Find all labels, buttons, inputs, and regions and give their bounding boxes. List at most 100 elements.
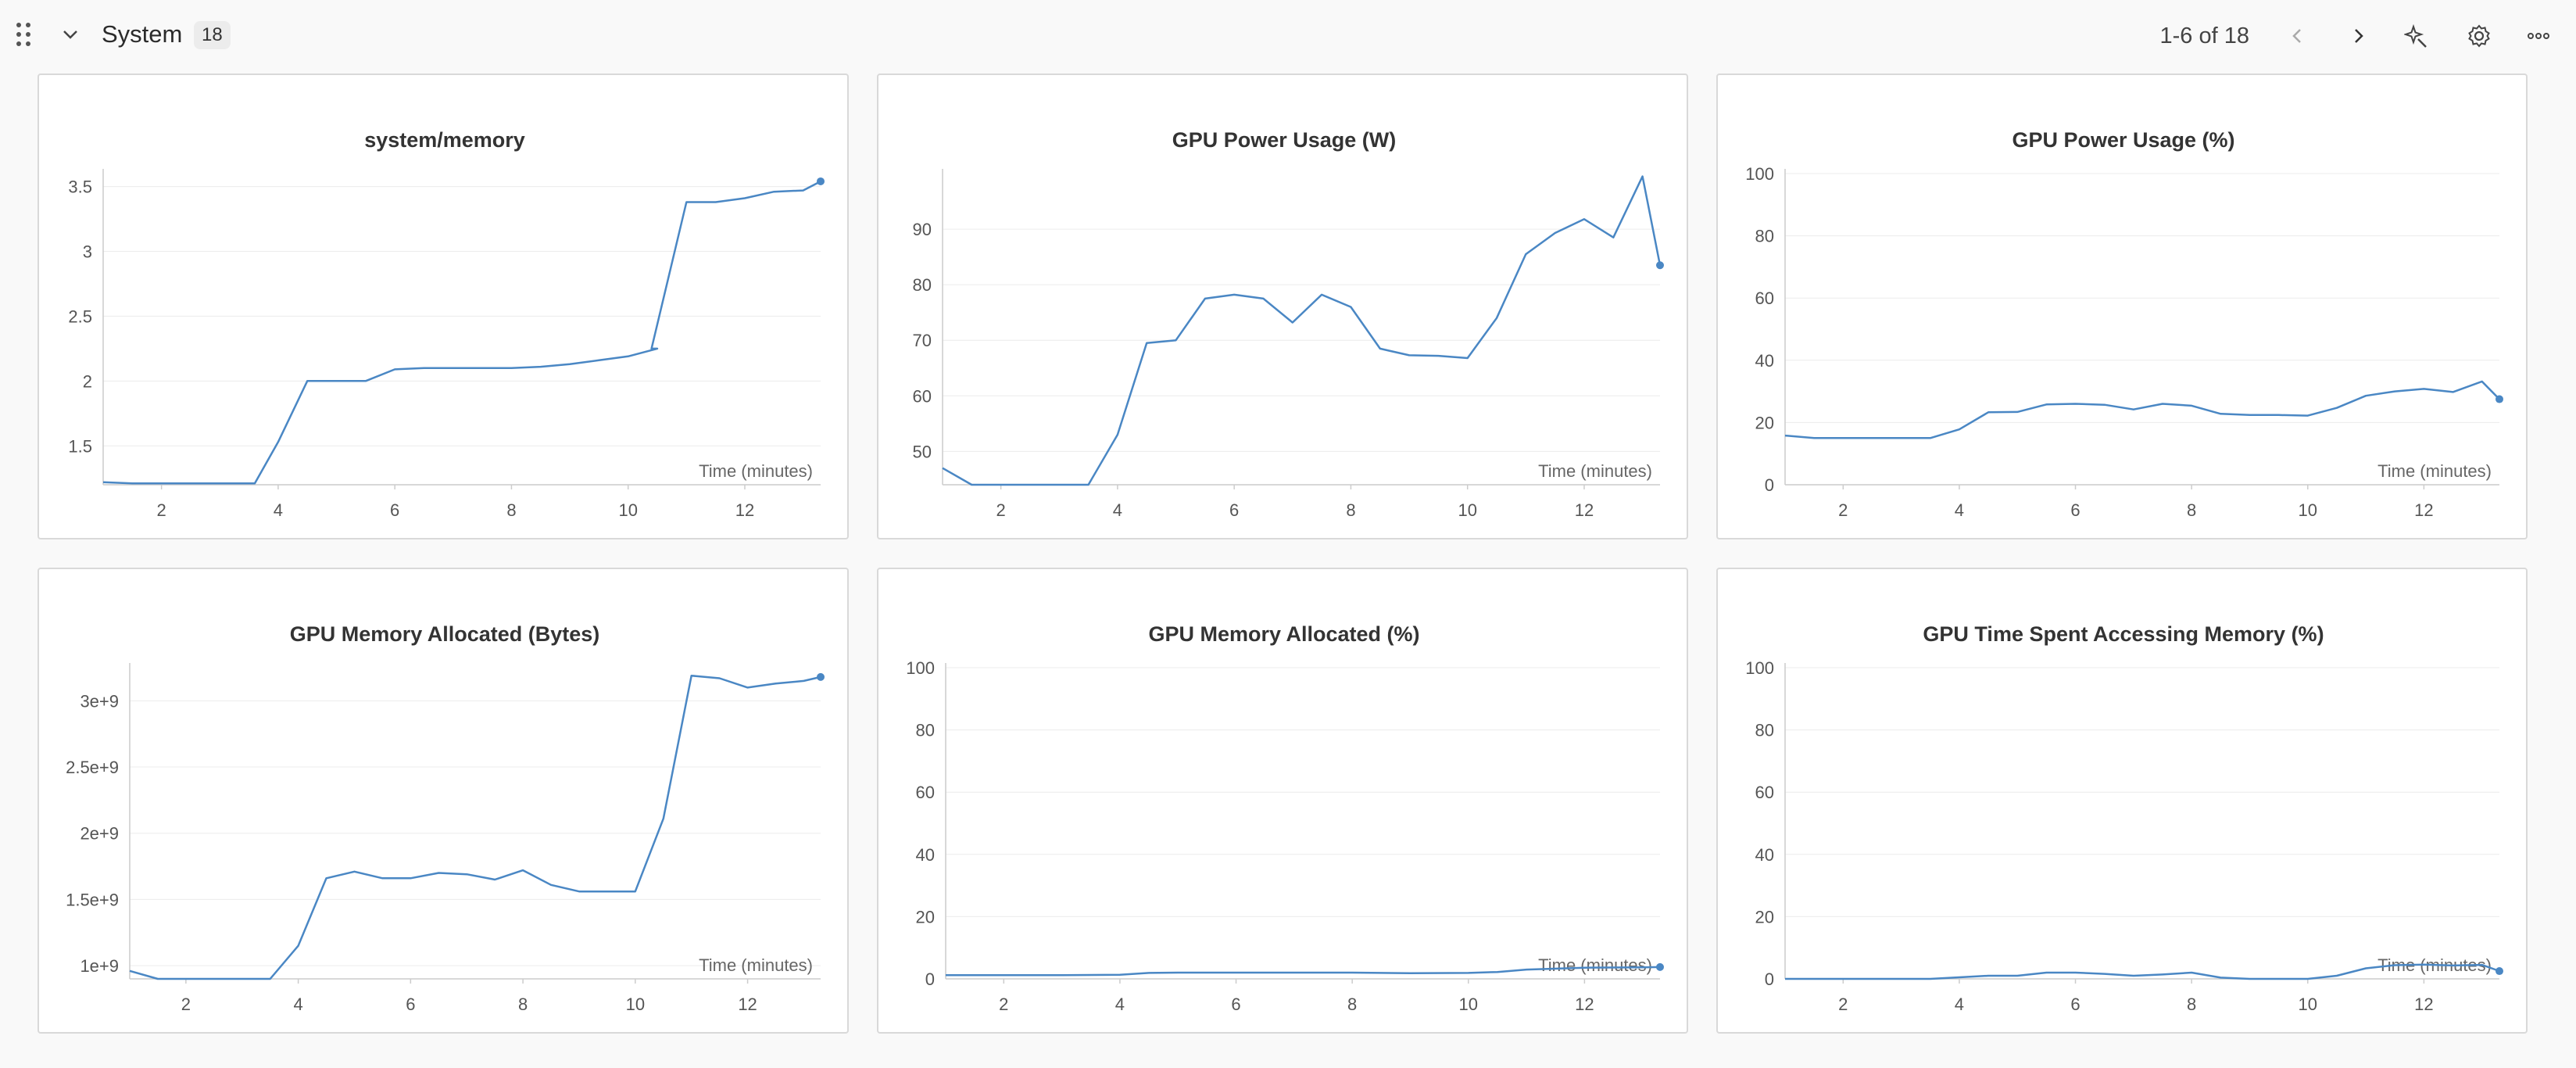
chart-title: GPU Memory Allocated (%) <box>1148 622 1419 646</box>
settings-button[interactable] <box>2462 19 2496 53</box>
y-tick-label: 3.5 <box>68 177 92 197</box>
y-tick-label: 0 <box>925 969 935 989</box>
more-options-button[interactable] <box>2521 19 2556 53</box>
x-tick-label: 10 <box>626 995 645 1014</box>
y-tick-label: 70 <box>913 331 932 350</box>
x-tick-label: 4 <box>1955 500 1964 520</box>
x-tick-label: 2 <box>999 995 1008 1014</box>
y-tick-label: 40 <box>916 845 935 865</box>
x-tick-label: 8 <box>518 995 528 1014</box>
x-tick-label: 2 <box>157 500 166 520</box>
chart-svg: GPU Memory Allocated (Bytes) 1e+9 1.5e+9 2e… <box>66 622 825 1014</box>
x-tick-label: 10 <box>618 500 637 520</box>
gear-icon <box>2468 24 2490 48</box>
x-tick-label: 4 <box>274 500 283 520</box>
y-tick-label: 1e+9 <box>80 956 119 976</box>
chart-panel[interactable]: GPU Power Usage (%) 0 20 40 60 80 100 2 4 6 8 10 12 T… <box>1716 73 2528 539</box>
series-line[interactable] <box>1785 963 2500 980</box>
series-last-point[interactable] <box>1656 962 1664 971</box>
x-tick-label: 12 <box>2414 500 2433 520</box>
y-tick-label: 1.5e+9 <box>66 890 119 909</box>
y-tick-label: 40 <box>1755 351 1774 371</box>
series-line[interactable] <box>946 966 1661 977</box>
series-last-point[interactable] <box>817 672 825 681</box>
next-page-button[interactable] <box>2341 19 2375 53</box>
x-tick-label: 12 <box>1575 995 1594 1014</box>
x-tick-label: 4 <box>1955 995 1964 1014</box>
x-axis-label: Time (minutes) <box>699 461 813 481</box>
chart-panel[interactable]: GPU Memory Allocated (%) 0 20 40 60 80 100 2 4 6 8… <box>877 568 1688 1034</box>
y-tick-label: 60 <box>1755 289 1774 308</box>
x-axis-label: Time (minutes) <box>699 955 813 975</box>
chart-panel[interactable]: GPU Memory Allocated (Bytes) 1e+9 1.5e+9 2e… <box>38 568 849 1034</box>
x-tick-label: 8 <box>1347 995 1357 1014</box>
x-tick-label: 12 <box>1575 500 1594 520</box>
x-tick-label: 6 <box>390 500 399 520</box>
series-line[interactable] <box>1784 380 2500 439</box>
y-tick-label: 1.5 <box>68 436 92 456</box>
y-tick-label: 2 <box>83 371 92 391</box>
ai-assist-button[interactable] <box>2399 19 2434 53</box>
chevron-down-icon[interactable] <box>59 23 81 45</box>
y-tick-label: 100 <box>1745 658 1774 678</box>
panel-count-badge: 18 <box>194 21 231 49</box>
series-line[interactable] <box>942 175 1662 486</box>
y-tick-label: 2.5e+9 <box>66 758 119 777</box>
y-tick-label: 20 <box>1755 413 1774 432</box>
series-last-point[interactable] <box>2496 967 2503 976</box>
chart-title: GPU Power Usage (%) <box>2012 128 2234 152</box>
chart-title: GPU Power Usage (W) <box>1172 128 1397 152</box>
series-last-point[interactable] <box>1656 261 1664 270</box>
series-last-point[interactable] <box>2496 395 2503 403</box>
chart-svg: GPU Power Usage (%) 0 20 40 60 80 100 2 4 6 8 10 12 T… <box>1745 128 2503 520</box>
y-tick-label: 80 <box>913 275 932 295</box>
y-tick-label: 0 <box>1765 969 1774 989</box>
chart-svg: GPU Power Usage (W) 50 60 70 80 90 2 4 6 8 10 12 Tim… <box>913 128 1664 520</box>
chart-title: GPU Memory Allocated (Bytes) <box>290 622 600 646</box>
chart-title: GPU Time Spent Accessing Memory (%) <box>1923 622 2324 646</box>
y-tick-label: 50 <box>913 442 932 461</box>
x-tick-label: 6 <box>2070 995 2080 1014</box>
x-axis-label: Time (minutes) <box>1538 461 1652 481</box>
sparkle-icon <box>2404 23 2427 48</box>
series-line[interactable] <box>102 180 821 485</box>
chart-title: system/memory <box>364 128 525 152</box>
x-tick-label: 10 <box>2299 500 2317 520</box>
x-tick-label: 6 <box>1229 500 1239 520</box>
y-tick-label: 80 <box>1755 227 1774 246</box>
x-axis-label: Time (minutes) <box>2377 461 2492 481</box>
y-tick-label: 60 <box>916 783 935 802</box>
y-tick-label: 90 <box>913 220 932 239</box>
chart-panel[interactable]: GPU Power Usage (W) 50 60 70 80 90 2 4 6 8 10 12 Tim… <box>877 73 1688 539</box>
x-tick-label: 12 <box>735 500 754 520</box>
more-horizontal-icon <box>2528 33 2549 39</box>
prev-page-button[interactable] <box>2281 19 2315 53</box>
drag-handle-icon[interactable] <box>14 20 33 48</box>
x-tick-label: 8 <box>2187 500 2196 520</box>
x-tick-label: 8 <box>506 500 516 520</box>
y-tick-label: 100 <box>1745 164 1774 184</box>
chart-svg: GPU Memory Allocated (%) 0 20 40 60 80 100 2 4 6 8… <box>906 622 1664 1014</box>
chart-panel[interactable]: system/memory 1.5 2 2.5 3 3.5 2 4 6 8 10 12 Time (mi… <box>38 73 849 539</box>
x-tick-label: 2 <box>1838 995 1848 1014</box>
y-tick-label: 0 <box>1765 475 1774 495</box>
y-tick-label: 3e+9 <box>80 691 119 711</box>
x-tick-label: 4 <box>1115 995 1125 1014</box>
y-tick-label: 40 <box>1755 845 1774 865</box>
x-tick-label: 2 <box>996 500 1006 520</box>
y-tick-label: 2e+9 <box>80 824 119 844</box>
y-tick-label: 20 <box>1755 907 1774 926</box>
series-last-point[interactable] <box>817 177 825 185</box>
y-tick-label: 2.5 <box>68 306 92 326</box>
section-header: System 18 1-6 of 18 <box>0 0 2576 70</box>
y-tick-label: 60 <box>1755 783 1774 802</box>
x-tick-label: 2 <box>181 995 191 1014</box>
x-tick-label: 8 <box>1346 500 1355 520</box>
y-tick-label: 100 <box>906 658 935 678</box>
chart-panel[interactable]: GPU Time Spent Accessing Memory (%) 0 20 40… <box>1716 568 2528 1034</box>
series-line[interactable] <box>129 674 821 980</box>
x-tick-label: 4 <box>1113 500 1122 520</box>
chevron-left-icon <box>2292 29 2301 43</box>
x-tick-label: 12 <box>2414 995 2433 1014</box>
y-tick-label: 80 <box>1755 721 1774 740</box>
